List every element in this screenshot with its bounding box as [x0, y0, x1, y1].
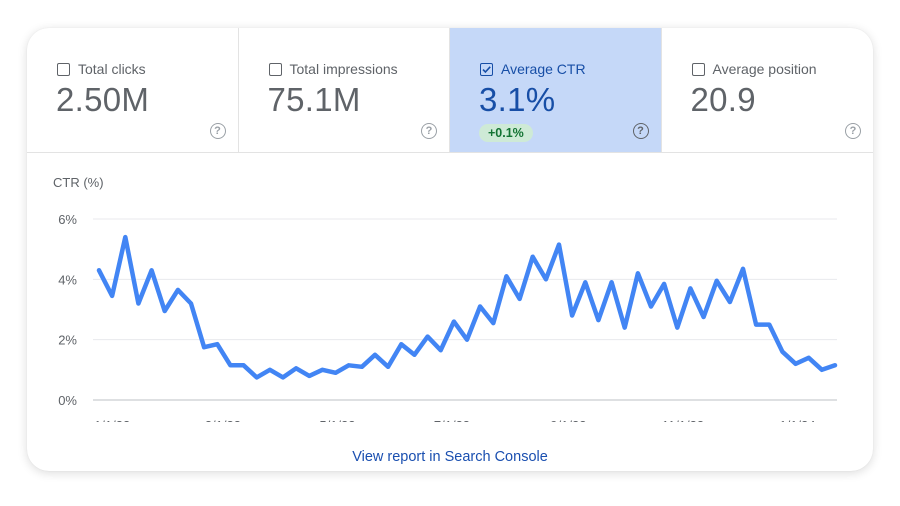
- change-badge: +0.1%: [479, 124, 533, 142]
- y-tick-label: 0%: [58, 393, 77, 408]
- y-tick-label: 6%: [58, 212, 77, 227]
- x-tick-label: 1/1/24: [779, 418, 815, 422]
- y-tick-label: 2%: [58, 333, 77, 348]
- x-tick-label: 1/1/23: [94, 418, 130, 422]
- x-tick-label: 3/1/23: [205, 418, 241, 422]
- help-icon[interactable]: ?: [632, 123, 649, 139]
- checkbox-icon[interactable]: [268, 62, 282, 76]
- x-tick-label: 5/1/23: [319, 418, 355, 422]
- metric-average-position[interactable]: Average position 20.9 ?: [662, 28, 874, 152]
- x-tick-label: 11/1/23: [662, 418, 704, 422]
- view-report-link[interactable]: View report in Search Console: [352, 449, 548, 465]
- metric-value: 2.50M: [56, 81, 150, 118]
- checkbox-icon[interactable]: [57, 62, 70, 76]
- help-icon[interactable]: ?: [845, 123, 861, 139]
- checkbox-checked-icon[interactable]: [480, 62, 493, 76]
- metric-average-ctr[interactable]: Average CTR 3.1% +0.1% ?: [450, 28, 662, 152]
- metric-value: 3.1%: [479, 81, 556, 118]
- checkbox-icon[interactable]: [691, 62, 705, 76]
- metric-value: 75.1M: [267, 81, 361, 118]
- performance-card: Total clicks 2.50M ? Total impressions 7…: [27, 28, 873, 471]
- metric-label: Average position: [712, 61, 817, 77]
- ctr-line-chart: CTR (%) 0% 2% 4% 6% 1/1/23 3/1/23 5/1/23 7/1/23 9…: [53, 175, 838, 433]
- help-icon[interactable]: ?: [209, 123, 226, 139]
- y-axis-title: CTR (%): [53, 175, 104, 190]
- ctr-chart: CTR (%) 0% 2% 4% 6% 1/1/23 3/1/23 5/1/23 7/1/23 9…: [27, 152, 873, 433]
- metric-value: 20.9: [690, 81, 756, 118]
- metric-total-clicks[interactable]: Total clicks 2.50M ?: [27, 28, 239, 152]
- ctr-series-line: [96, 234, 838, 380]
- metric-label: Total impressions: [289, 61, 398, 77]
- x-tick-label: 7/1/23: [434, 418, 470, 422]
- x-tick-label: 9/1/23: [550, 418, 586, 422]
- y-tick-label: 4%: [58, 272, 77, 287]
- metric-tabs: Total clicks 2.50M ? Total impressions 7…: [27, 28, 873, 153]
- metric-total-impressions[interactable]: Total impressions 75.1M ?: [239, 28, 450, 152]
- metric-label: Total clicks: [78, 61, 146, 77]
- metric-label: Average CTR: [501, 61, 586, 77]
- help-icon[interactable]: ?: [421, 123, 437, 139]
